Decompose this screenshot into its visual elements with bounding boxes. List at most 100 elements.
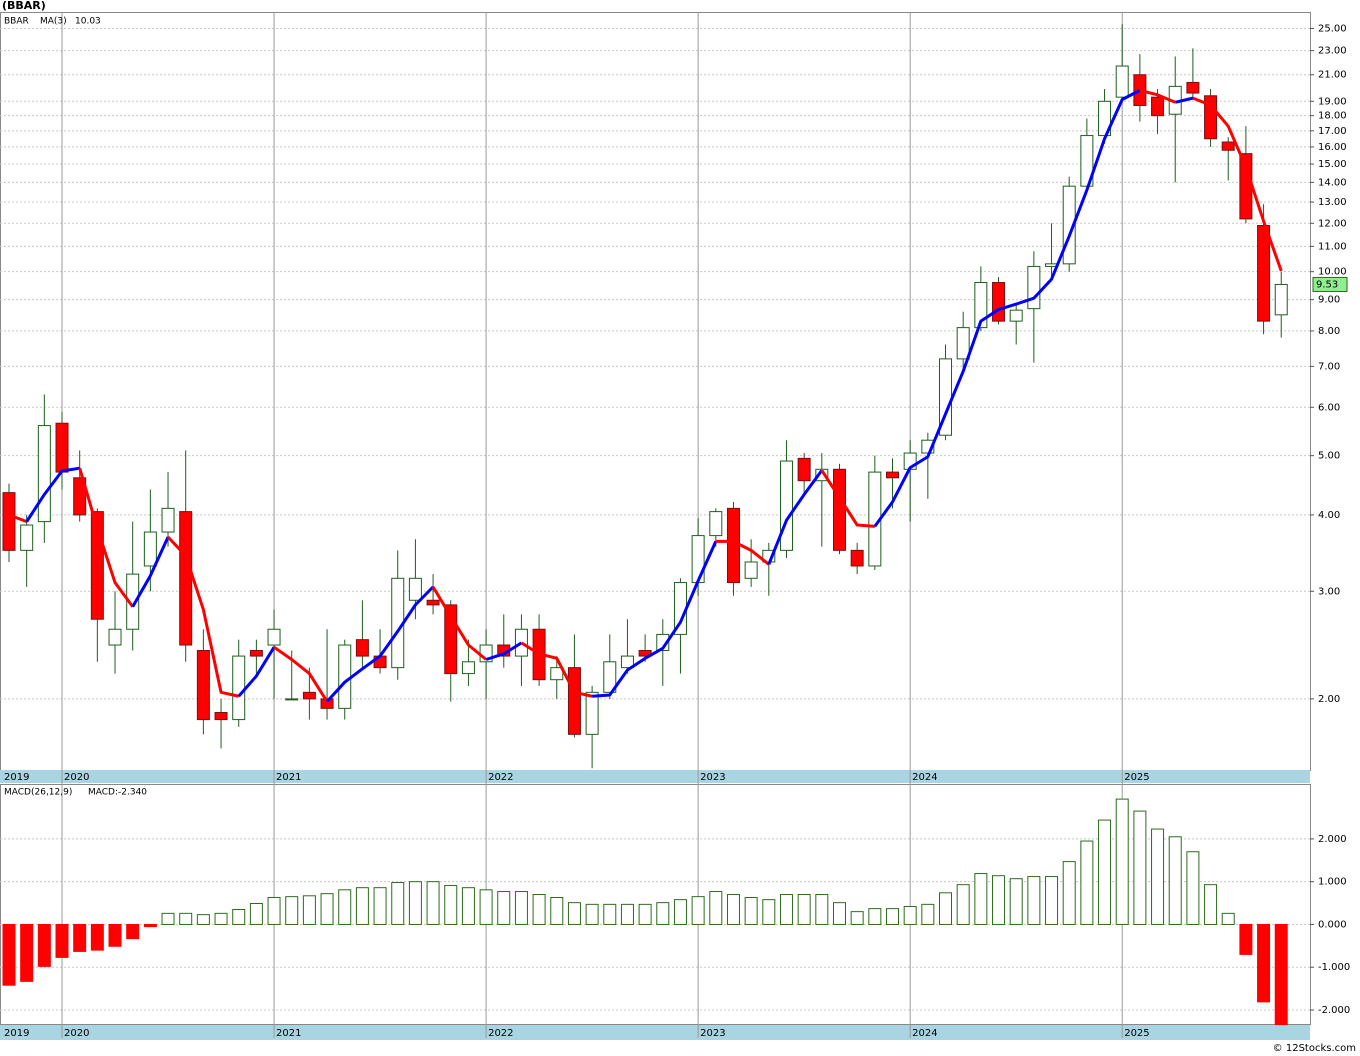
macd-bar: [585, 903, 599, 925]
ma-line: [1174, 96, 1194, 104]
candle-body: [408, 577, 422, 601]
x-tick-label: 2019: [4, 772, 29, 783]
macd-bar: [196, 914, 210, 925]
ma-line: [8, 513, 28, 524]
chart-title: (BBAR): [2, 0, 46, 12]
x-tick-label: 2022: [488, 772, 513, 783]
candle-body: [302, 691, 316, 700]
candle-body: [514, 628, 528, 657]
macd-bar: [214, 912, 228, 925]
macd-bar: [656, 902, 670, 925]
candle-body: [1274, 283, 1288, 316]
macd-bar: [126, 923, 140, 940]
macd-bar: [373, 887, 387, 925]
ma-line: [1139, 88, 1176, 104]
macd-bar: [886, 908, 899, 925]
candle-body: [55, 422, 69, 473]
macd-bar: [1257, 923, 1271, 1003]
candle-body: [850, 549, 864, 567]
y-tick-label: 13.00: [1318, 197, 1347, 208]
panel-value: MACD:-2.340: [88, 788, 147, 798]
candle-body: [815, 468, 829, 482]
macd-bar: [1168, 836, 1182, 925]
candle-body: [620, 655, 634, 669]
legend-ma-value: 10.03: [75, 17, 101, 27]
y-tick-label: 17.00: [1318, 126, 1347, 137]
ma-line: [166, 536, 240, 698]
candle-body: [1257, 225, 1271, 322]
macd-bar: [143, 923, 157, 928]
macd-bar: [179, 912, 193, 925]
candle-body: [974, 282, 988, 329]
macd-bar: [37, 923, 51, 967]
y-tick-label: 11.00: [1318, 241, 1347, 252]
y-tick-label: 0.000: [1318, 919, 1347, 930]
macd-bar: [992, 875, 1006, 925]
candle-body: [161, 507, 175, 533]
candle-body: [1115, 65, 1129, 98]
macd-bar: [691, 896, 705, 925]
candle-body: [956, 327, 970, 360]
last-price: 9.53: [1316, 279, 1338, 290]
x-tick-label: 2020: [64, 772, 89, 783]
macd-bar: [338, 889, 352, 925]
y-tick-label: 4.00: [1318, 510, 1340, 521]
macd-bar: [55, 923, 69, 958]
candle-body: [585, 691, 599, 735]
candle-body: [709, 511, 723, 537]
candle-body: [355, 639, 369, 657]
candle-body: [1186, 81, 1200, 94]
candle-body: [1009, 309, 1023, 322]
ma-line: [767, 469, 824, 565]
ma-line: [237, 646, 276, 698]
legend-ma: MA(3): [40, 17, 67, 27]
ma-line: [325, 585, 435, 703]
candle-body: [1133, 74, 1147, 107]
candle-body: [143, 531, 157, 567]
macd-bar: [709, 891, 723, 925]
y-tick-label: 9.00: [1318, 295, 1340, 306]
macd-bar: [850, 911, 864, 925]
macd-bar: [726, 894, 740, 925]
macd-bar: [1045, 876, 1059, 925]
ma-line: [25, 466, 80, 523]
macd-bar: [673, 899, 687, 925]
macd-bar: [974, 873, 988, 925]
y-tick-label: 8.00: [1318, 326, 1340, 337]
candle-body: [20, 524, 34, 551]
macd-bar: [903, 905, 917, 925]
y-tick-label: 2.00: [1318, 694, 1340, 705]
last-price-box: [1312, 276, 1348, 292]
candle-body: [603, 661, 617, 693]
macd-bar: [232, 908, 246, 925]
y-tick-label: 14.00: [1318, 177, 1347, 188]
y-tick-label: 6.00: [1318, 402, 1340, 413]
macd-bar: [797, 894, 811, 925]
y-tick-label: 16.00: [1318, 142, 1347, 153]
y-tick-label: -1.000: [1318, 962, 1350, 973]
ma-line: [1192, 96, 1283, 272]
y-tick-label: 19.00: [1318, 96, 1347, 107]
x-tick-label: 2021: [276, 772, 301, 783]
macd-bar: [868, 908, 882, 925]
macd-bar: [815, 894, 829, 925]
ma-line: [520, 641, 593, 698]
macd-bar: [1062, 861, 1076, 925]
macd-bar: [832, 902, 846, 925]
candle-body: [108, 628, 122, 646]
macd-bar: [73, 923, 87, 952]
macd-bar: [1133, 810, 1147, 925]
candle-body: [426, 599, 440, 606]
candle-body: [285, 698, 299, 701]
x-tick-label: 2020: [64, 1028, 89, 1039]
macd-bar: [921, 903, 935, 925]
macd-bar: [479, 889, 493, 925]
macd-bar: [620, 903, 634, 925]
macd-bar: [1009, 878, 1023, 925]
macd-bar: [302, 895, 316, 925]
candle-body: [1151, 96, 1165, 117]
macd-bar: [1274, 923, 1288, 1026]
candle-body: [691, 535, 705, 584]
